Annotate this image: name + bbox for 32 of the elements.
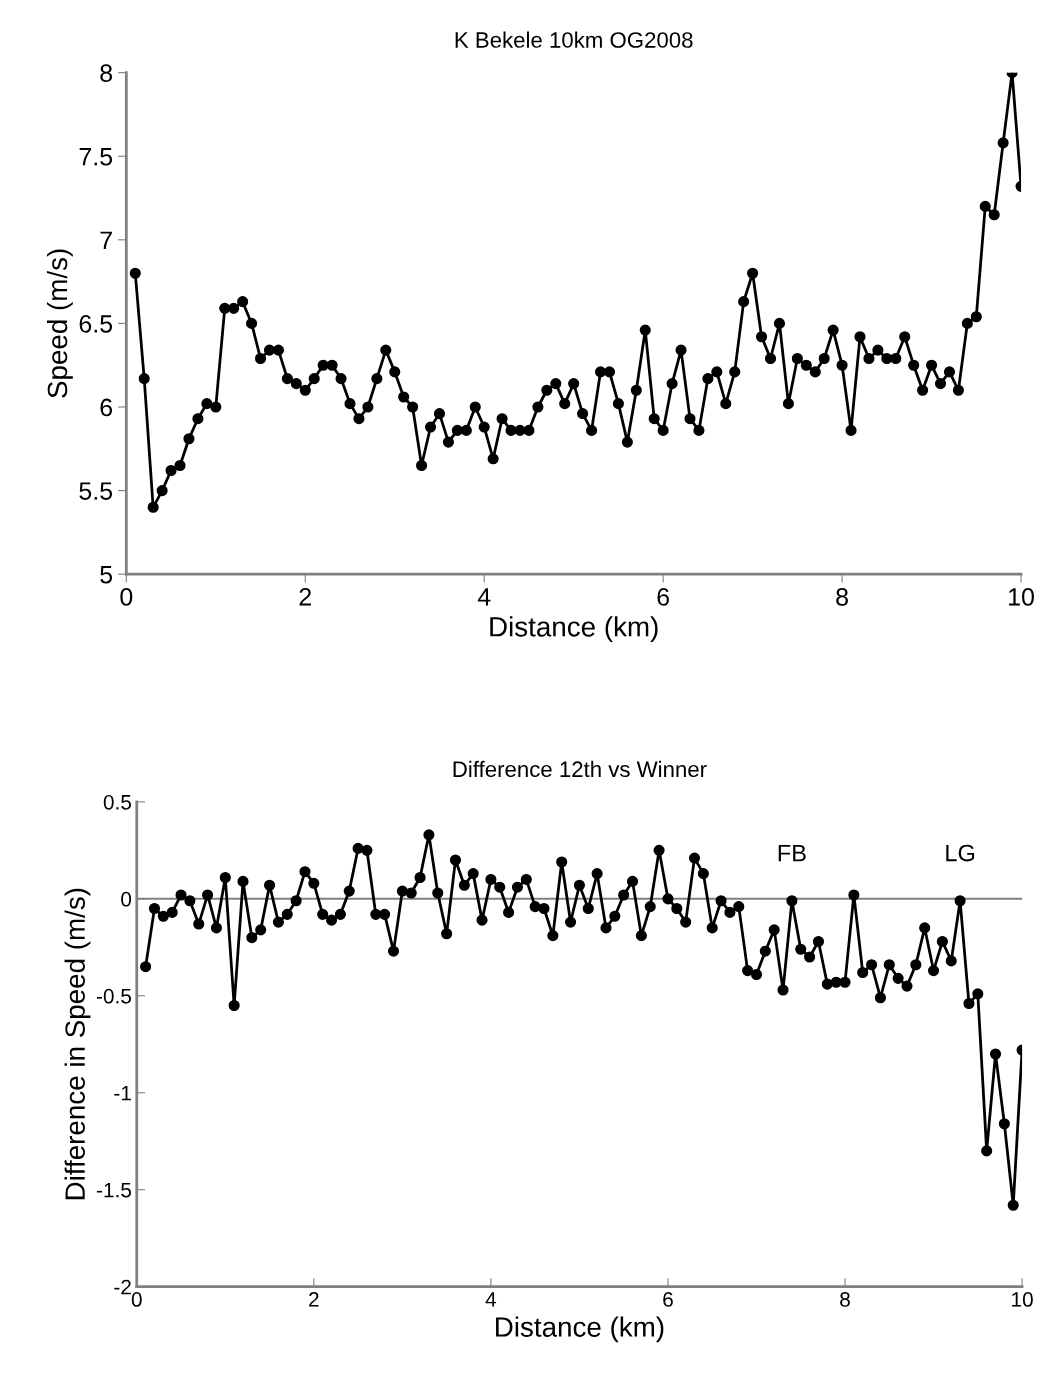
y-tick-label: 7.5 [79,148,113,166]
x-tick-label: 2 [299,588,311,606]
x-axis-title: Distance (km) [490,616,658,643]
y-tick-label: 8 [100,64,113,82]
x-tick-label: 6 [663,1292,673,1307]
annotation: FB [778,844,806,862]
y-tick-label: 6.5 [79,315,113,333]
x-tick-label: 0 [131,1292,142,1307]
chart-title: Difference 12th vs Winner [453,760,707,778]
y-tick-label: 0 [121,891,132,907]
y-tick-label: 5.5 [79,482,113,500]
x-tick-label: 2 [309,1292,319,1307]
x-tick-label: 10 [1009,588,1034,606]
y-tick-label: -1.5 [96,1182,132,1198]
y-axis-title: Speed (m/s) [46,249,73,398]
y-tick-label: 6 [100,398,113,417]
x-tick-label: 6 [657,588,669,606]
x-axis-title: Distance (km) [496,1316,664,1343]
x-tick-label: 4 [477,588,491,606]
y-tick-label: 0.5 [103,794,132,810]
y-tick-label: -0.5 [96,988,132,1004]
y-tick-label: 5 [100,566,113,584]
annotation: LG [946,844,975,862]
x-tick-label: 8 [836,588,848,606]
x-tick-label: 8 [840,1292,850,1307]
y-tick-label: 7 [100,231,112,249]
y-axis-title: Difference in Speed (m/s) [64,888,91,1200]
chart-title: K Bekele 10km OG2008 [455,31,693,48]
y-tick-label: -2 [114,1279,131,1295]
y-tick-label: -1 [114,1085,131,1101]
x-tick-label: 4 [485,1292,497,1307]
x-tick-label: 10 [1012,1292,1033,1307]
